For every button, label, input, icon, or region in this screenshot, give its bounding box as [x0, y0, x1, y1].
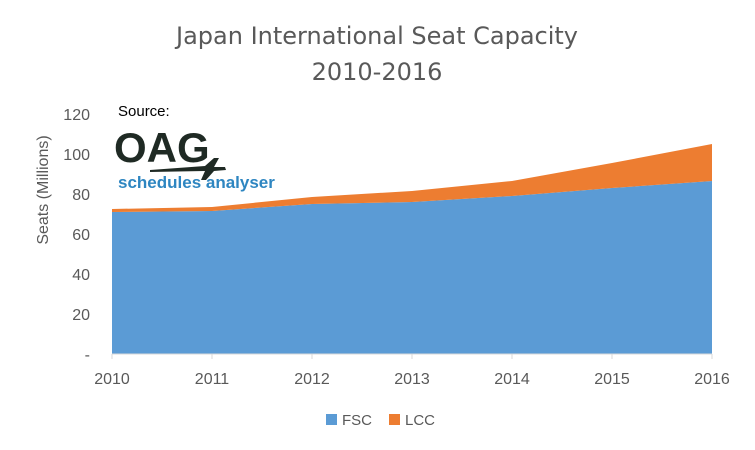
source-label: Source: — [118, 103, 170, 120]
y-axis-ticks: - 20 40 60 80 100 120 — [63, 107, 90, 364]
y-tick-label: 120 — [63, 107, 90, 124]
chart-title-line-1: Japan International Seat Capacity — [174, 22, 578, 50]
y-tick-label: 40 — [72, 267, 90, 284]
x-tick-label: 2010 — [94, 371, 130, 388]
legend-label-lcc: LCC — [405, 412, 435, 429]
legend: FSC LCC — [326, 412, 435, 429]
oag-tagline: schedules analyser — [118, 173, 275, 192]
legend-swatch-fsc — [326, 414, 337, 425]
x-tick-label: 2013 — [394, 371, 430, 388]
y-axis-label: Seats (Millions) — [35, 135, 52, 244]
y-tick-label: - — [85, 347, 90, 364]
airplane-icon — [150, 158, 226, 180]
oag-logo-wordmark: OAG — [114, 124, 210, 171]
x-axis-ticks: 2010 2011 2012 2013 2014 2015 2016 — [94, 371, 730, 388]
x-tick-label: 2016 — [694, 371, 730, 388]
x-tick-label: 2011 — [195, 371, 230, 388]
y-tick-label: 80 — [72, 187, 90, 204]
legend-swatch-lcc — [389, 414, 400, 425]
area-series-fsc — [112, 181, 712, 354]
x-tick-label: 2014 — [494, 371, 530, 388]
x-axis — [111, 353, 713, 359]
area-series-lcc — [112, 144, 712, 212]
source-logo: Source: OAG schedules analyser — [114, 103, 275, 192]
chart-title: Japan International Seat Capacity 2010-2… — [174, 22, 578, 86]
y-tick-label: 100 — [63, 147, 90, 164]
x-tick-label: 2012 — [294, 371, 330, 388]
x-tick-label: 2015 — [594, 371, 630, 388]
plot-areas — [112, 144, 712, 354]
y-tick-label: 60 — [72, 227, 90, 244]
chart-title-line-2: 2010-2016 — [312, 58, 443, 86]
legend-label-fsc: FSC — [342, 412, 372, 429]
y-tick-label: 20 — [72, 307, 90, 324]
